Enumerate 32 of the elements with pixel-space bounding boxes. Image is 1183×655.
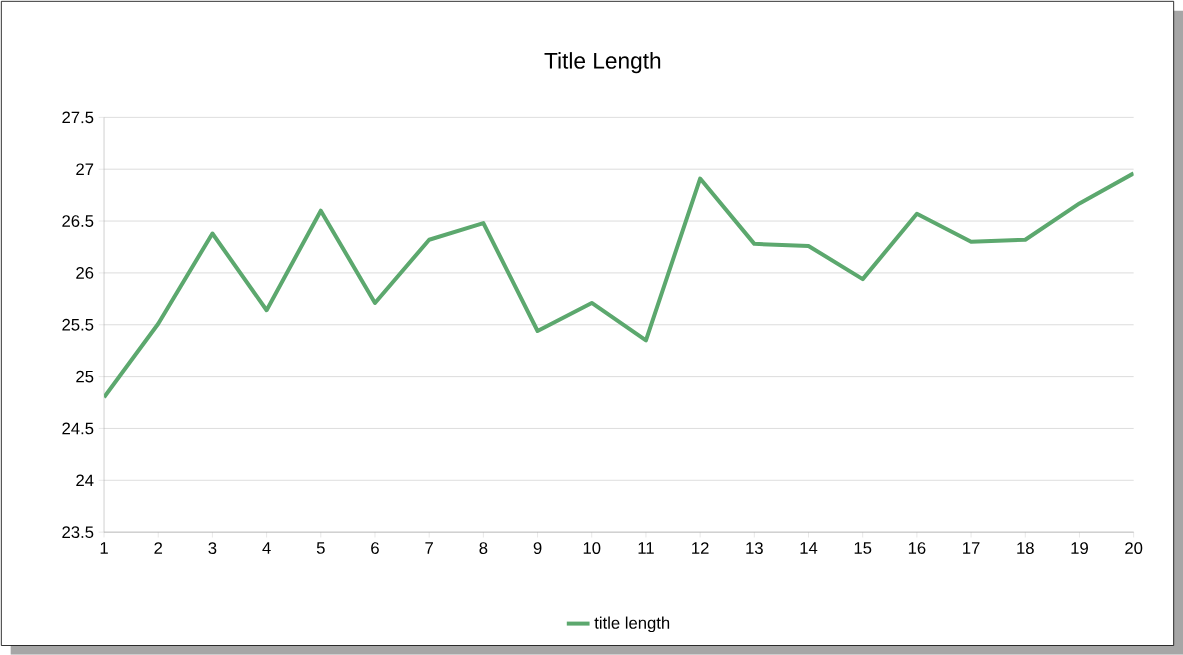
- x-tick-label: 20: [1125, 542, 1143, 555]
- x-tick-label: 1: [100, 542, 108, 554]
- legend-label: title length: [594, 616, 670, 633]
- x-tick-label: 10: [583, 542, 601, 555]
- x-tick-label: 16: [908, 542, 926, 555]
- x-tick-label: 18: [1017, 542, 1034, 555]
- y-tick-label: 25: [76, 370, 94, 383]
- x-tick-label: 2: [154, 542, 163, 554]
- x-tick-label: 8: [479, 542, 488, 555]
- x-tick-label: 5: [316, 542, 325, 554]
- y-tick-label: 24.5: [62, 422, 94, 435]
- x-tick-label: 6: [371, 542, 379, 555]
- x-tick-label: 19: [1071, 542, 1088, 555]
- x-tick-label: 3: [208, 542, 217, 555]
- y-tick-label: 23.5: [62, 526, 94, 539]
- x-tick-label: 12: [692, 542, 709, 554]
- x-tick-label: 17: [963, 542, 980, 554]
- x-tick-label: 15: [854, 542, 872, 554]
- line-series: [104, 171, 1134, 400]
- y-tick-label: 26: [76, 267, 94, 279]
- x-tick-label: 7: [425, 542, 433, 554]
- y-tick-label: 27: [76, 163, 94, 176]
- x-tick-label: 11: [638, 542, 654, 554]
- x-tick-label: 13: [746, 542, 763, 555]
- chart-title: Title Length: [544, 52, 661, 74]
- x-tick-label: 14: [800, 542, 818, 554]
- y-tick-label: 27.5: [62, 111, 94, 124]
- x-tick-label: 9: [533, 542, 542, 555]
- y-tick-label: 25.5: [62, 318, 94, 331]
- y-tick-label: 26.5: [62, 215, 94, 228]
- x-tick-label: 4: [262, 542, 271, 554]
- y-tick-label: 24: [76, 474, 94, 487]
